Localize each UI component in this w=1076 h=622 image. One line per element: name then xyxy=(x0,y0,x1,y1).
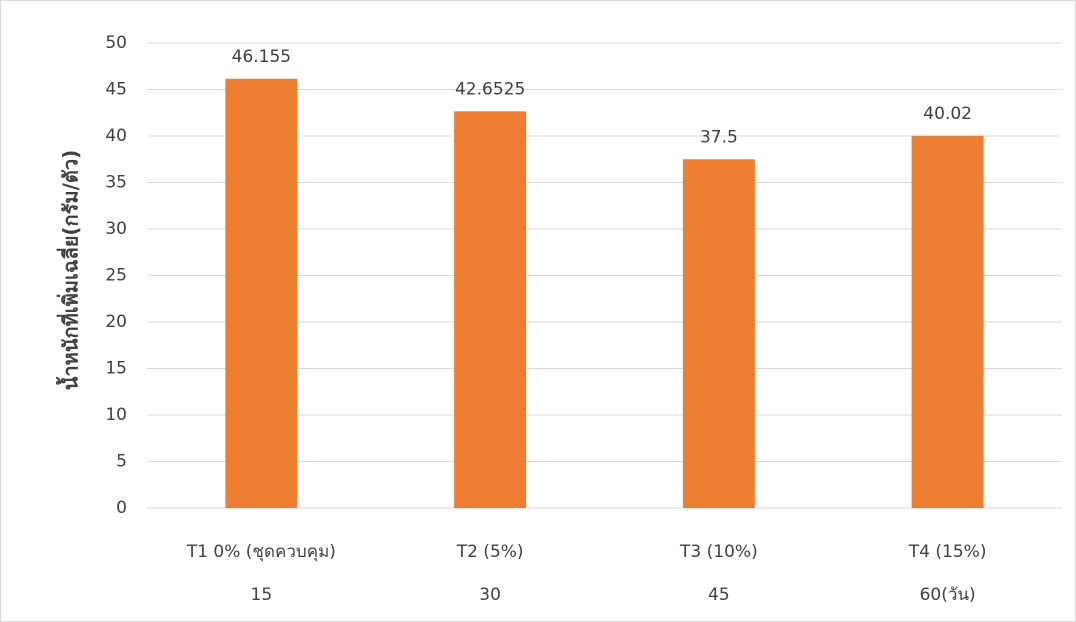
x-tick-label: 60(วัน) xyxy=(920,585,976,605)
data-label: 46.155 xyxy=(232,47,291,67)
x-tick-label: 30 xyxy=(479,585,501,605)
bar xyxy=(912,136,984,508)
y-tick-label: 50 xyxy=(105,33,127,53)
bar xyxy=(225,79,297,508)
x-tick-label: 15 xyxy=(251,585,273,605)
bar xyxy=(454,111,526,508)
y-tick-label: 40 xyxy=(105,126,127,146)
y-tick-label: 20 xyxy=(105,312,127,332)
y-tick-label: 25 xyxy=(105,266,127,286)
chart: น้ำหนักที่เพิ่มเฉลี่ย(กรัม/ตัว) 0 5 10 15 20… xyxy=(0,0,1076,622)
data-label: 42.6525 xyxy=(455,79,525,99)
y-tick-label: 30 xyxy=(105,219,127,239)
y-tick-label: 10 xyxy=(105,405,127,425)
data-label: 37.5 xyxy=(700,127,738,147)
y-tick-label: 45 xyxy=(105,80,127,100)
x-tick-label: T3 (10%) xyxy=(679,542,758,562)
x-tick-label: T4 (15%) xyxy=(908,542,987,562)
data-label: 40.02 xyxy=(923,104,972,124)
y-tick-label: 15 xyxy=(105,359,127,379)
x-tick-label: 45 xyxy=(708,585,730,605)
y-axis-label: น้ำหนักที่เพิ่มเฉลี่ย(กรัม/ตัว) xyxy=(56,150,83,391)
x-tick-label: T1 0% (ชุดควบคุม) xyxy=(186,542,336,562)
bar xyxy=(683,159,755,508)
y-tick-label: 35 xyxy=(105,173,127,193)
y-tick-label: 5 xyxy=(116,452,127,472)
y-tick-label: 0 xyxy=(116,498,127,518)
x-tick-label: T2 (5%) xyxy=(456,542,524,562)
